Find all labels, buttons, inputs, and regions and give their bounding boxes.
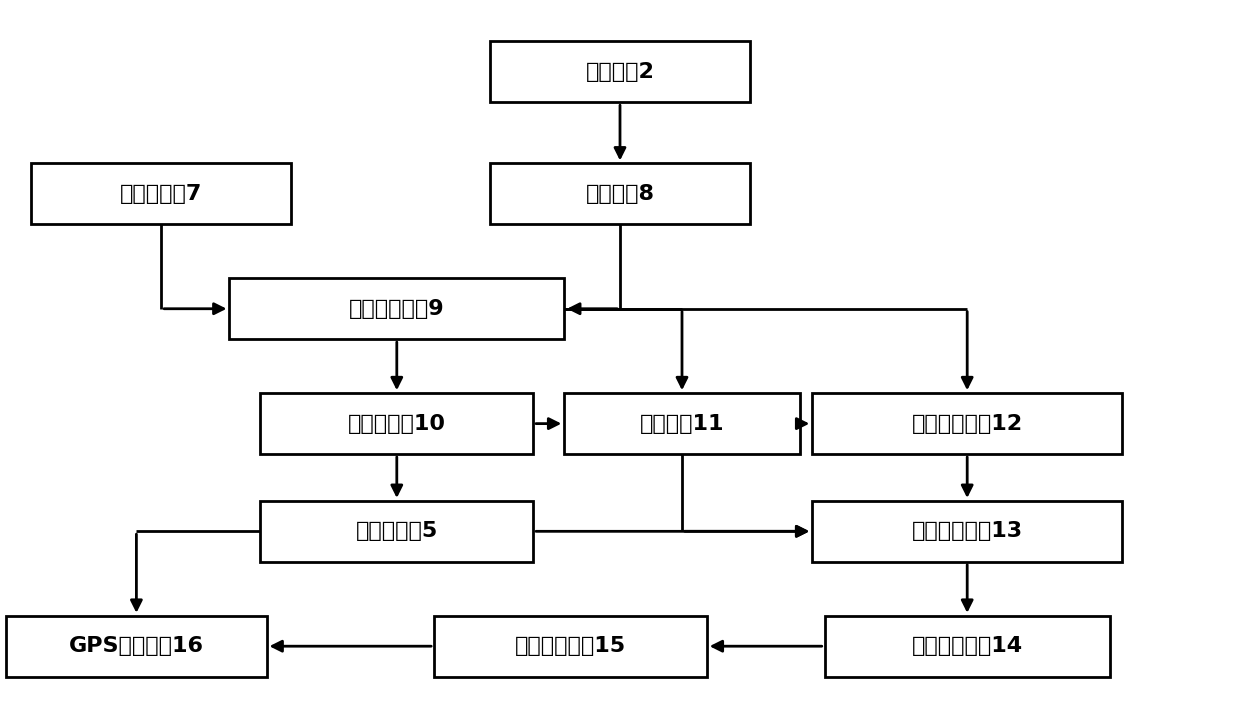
Bar bbox=[434, 615, 707, 676]
Text: 供电模块11: 供电模块11 bbox=[640, 414, 724, 434]
Bar bbox=[260, 501, 533, 561]
Bar bbox=[812, 393, 1122, 454]
Bar bbox=[229, 279, 564, 340]
Bar bbox=[31, 164, 291, 224]
Bar bbox=[564, 393, 800, 454]
Bar bbox=[6, 615, 267, 676]
Bar bbox=[490, 164, 750, 224]
Text: 力度感应器7: 力度感应器7 bbox=[120, 184, 202, 204]
Text: 脑电波传感器12: 脑电波传感器12 bbox=[911, 414, 1023, 434]
Text: 预报警模块10: 预报警模块10 bbox=[347, 414, 446, 434]
Text: 危险报警模块14: 危险报警模块14 bbox=[911, 636, 1023, 656]
Bar bbox=[260, 393, 533, 454]
Text: 蓝牙发送模块13: 蓝牙发送模块13 bbox=[911, 521, 1023, 541]
Bar bbox=[825, 615, 1110, 676]
Text: GPS定位模块16: GPS定位模块16 bbox=[69, 636, 203, 656]
Text: 中央处理器5: 中央处理器5 bbox=[356, 521, 438, 541]
Text: 力度模块8: 力度模块8 bbox=[585, 184, 655, 204]
Text: 力度对比模块9: 力度对比模块9 bbox=[348, 299, 445, 319]
Text: 设置模块2: 设置模块2 bbox=[585, 62, 655, 82]
Bar bbox=[490, 41, 750, 102]
Text: 呼叫代驾模块15: 呼叫代驾模块15 bbox=[515, 636, 626, 656]
Bar bbox=[812, 501, 1122, 561]
